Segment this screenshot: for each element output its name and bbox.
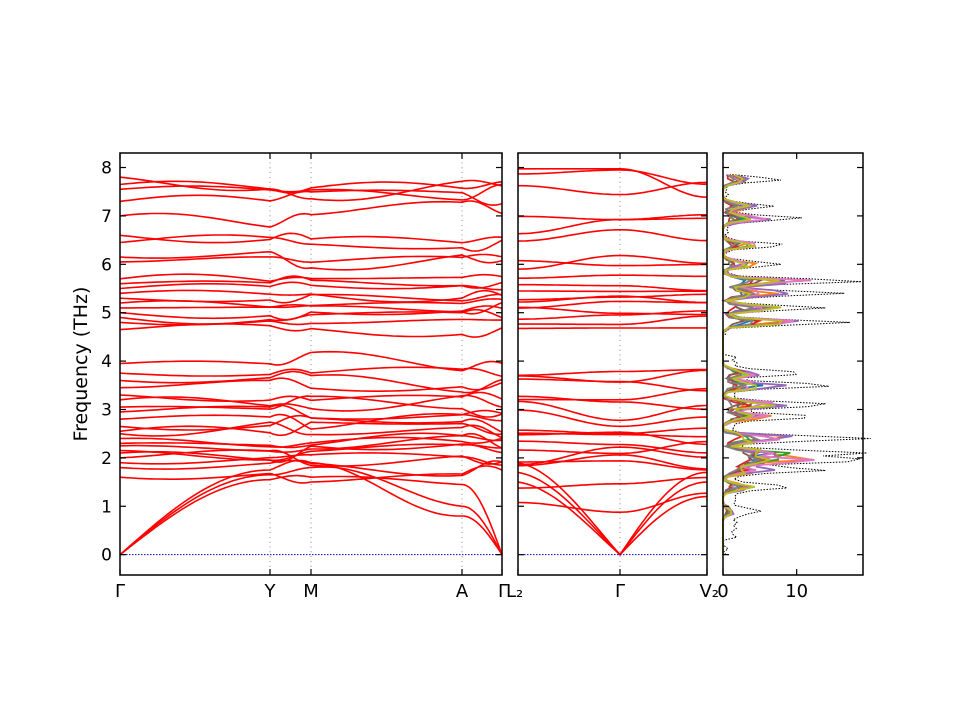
partial-dos-6 (722, 174, 815, 555)
band-1-branch-29 (119, 298, 503, 309)
band-1-branch-30 (119, 293, 503, 304)
band-1-branch-20 (119, 377, 503, 392)
ytick-label-5: 5 (101, 304, 112, 324)
band-2-branch-17 (518, 378, 708, 392)
band-1-branch-36 (119, 250, 503, 271)
band-1-branch-26 (119, 308, 503, 325)
band-1-branch-5 (119, 452, 503, 466)
band-1-branch-42 (119, 179, 503, 202)
band-1-branch-23 (119, 350, 503, 372)
band-2-branch-9 (518, 440, 708, 455)
band-1-branch-25 (119, 318, 502, 326)
band-1-branch-32 (119, 281, 503, 290)
band-2-branch-23 (517, 306, 707, 316)
ytick-label-3: 3 (101, 400, 112, 420)
band-1-branch-17 (119, 395, 503, 418)
band-1-branch-37 (119, 234, 503, 252)
band-1-branch-31 (119, 289, 503, 303)
band-2-branch-2 (517, 461, 708, 557)
band-2-branch-6 (518, 454, 708, 470)
partial-dos-2 (722, 174, 791, 555)
band-2-branch-18 (518, 369, 708, 383)
band-1-branch-18 (119, 394, 503, 412)
band-2-branch-8 (518, 440, 707, 454)
band-panel-2-frame (517, 152, 708, 576)
partial-dos-0 (722, 174, 780, 555)
band-1-xtick-label-3: A (456, 581, 469, 602)
band-1-branch-40 (119, 189, 503, 206)
band-2-branch-4 (518, 476, 707, 489)
band-2-branch-19 (518, 368, 707, 377)
partial-dos-1 (722, 174, 813, 555)
band-1-branch-4 (119, 459, 503, 477)
band-2-branch-25 (518, 295, 707, 304)
band-2-branch-37 (517, 169, 707, 185)
band-2-branch-15 (517, 395, 707, 410)
band-2-branch-12 (518, 427, 707, 435)
band-1-branch-11 (119, 436, 503, 448)
band-1-branch-0 (119, 474, 503, 556)
ytick-label-1: 1 (101, 497, 112, 517)
band-2-branch-28 (518, 283, 707, 292)
total-dos-line (722, 173, 871, 555)
ytick-label-0: 0 (101, 546, 112, 566)
band-1-branch-1 (119, 466, 503, 556)
partial-dos-4 (721, 174, 799, 555)
dos-xtick-label-1: 10 (785, 581, 808, 602)
partial-dos-8 (722, 174, 783, 555)
band-2-xtick-label-1: Γ (615, 581, 625, 602)
band-1-branch-39 (119, 200, 503, 228)
band-2-branch-35 (518, 181, 708, 196)
band-1-branch-15 (119, 413, 503, 430)
band-1-xtick-label-4: Γ (498, 581, 508, 602)
band-2-branch-20 (518, 327, 707, 330)
band-2-branch-29 (518, 274, 707, 279)
partial-dos-5 (721, 174, 769, 555)
band-2-branch-14 (517, 400, 708, 422)
band-1-branch-43 (119, 176, 503, 194)
band-2-branch-24 (518, 300, 707, 309)
dos-xtick-label-0: 0 (717, 581, 728, 602)
band-2-branch-30 (518, 259, 707, 267)
band-1-branch-22 (119, 366, 503, 377)
ytick-label-7: 7 (101, 207, 112, 227)
band-2-branch-26 (518, 293, 707, 301)
band-1-branch-16 (119, 404, 503, 420)
band-2-branch-36 (518, 168, 708, 198)
band-2-branch-11 (518, 432, 707, 438)
band-1-branch-9 (119, 434, 503, 453)
band-2-branch-31 (518, 254, 707, 270)
band-2-branch-13 (517, 409, 707, 428)
band-1-xtick-label-1: Y (264, 581, 277, 602)
band-2-branch-22 (518, 310, 707, 320)
band-2-xtick-label-0: L₂ (506, 581, 523, 602)
ytick-label-2: 2 (101, 449, 112, 469)
band-2-branch-1 (517, 471, 708, 556)
ytick-label-4: 4 (101, 352, 112, 372)
band-2-branch-16 (518, 387, 708, 401)
band-2-xtick-label-2: V₂ (699, 581, 719, 602)
band-2-branch-34 (518, 215, 707, 221)
band-1-branch-19 (119, 391, 503, 402)
band-1-branch-41 (119, 183, 503, 201)
band-2-branch-21 (518, 315, 707, 326)
plot-content (119, 168, 871, 557)
band-2-branch-7 (518, 446, 707, 466)
band-1-xtick-label-0: Γ (115, 581, 125, 602)
y-axis-label: Frequency (THz) (70, 287, 92, 442)
band-1-branch-21 (119, 370, 503, 394)
band-1-branch-35 (119, 253, 503, 263)
band-1-branch-33 (119, 275, 503, 291)
band-2-branch-0 (517, 481, 708, 556)
dos-panel-frame (722, 152, 864, 576)
ytick-label-6: 6 (101, 255, 112, 275)
ytick-label-8: 8 (101, 159, 112, 179)
band-1-branch-38 (119, 232, 503, 244)
band-2-branch-3 (517, 492, 708, 513)
band-1-xtick-label-2: M (303, 581, 319, 602)
